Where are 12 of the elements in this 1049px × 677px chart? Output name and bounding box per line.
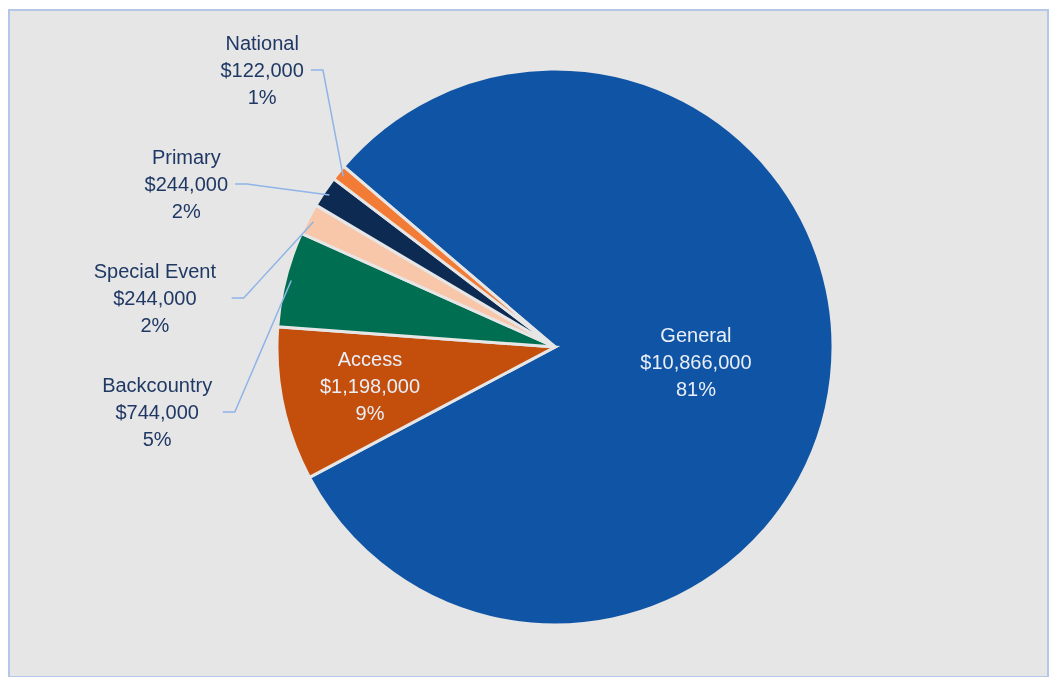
slice-label: Backcountry <box>102 374 213 396</box>
slice-label: Access <box>337 347 403 370</box>
data-label: $744,000 5% <box>115 401 199 450</box>
slice-label: Special Event <box>93 260 217 282</box>
data-label: $10,866,000 81% <box>640 351 752 401</box>
data-label: $244,000 2% <box>144 173 229 222</box>
slice-label: National <box>225 32 299 54</box>
data-label: $1,198,000 9% <box>319 374 421 424</box>
data-label: $244,000 2% <box>113 287 197 336</box>
slice-label: Primary <box>151 146 221 168</box>
slice-label: General <box>660 324 732 347</box>
data-label: $122,000 1% <box>220 59 304 108</box>
